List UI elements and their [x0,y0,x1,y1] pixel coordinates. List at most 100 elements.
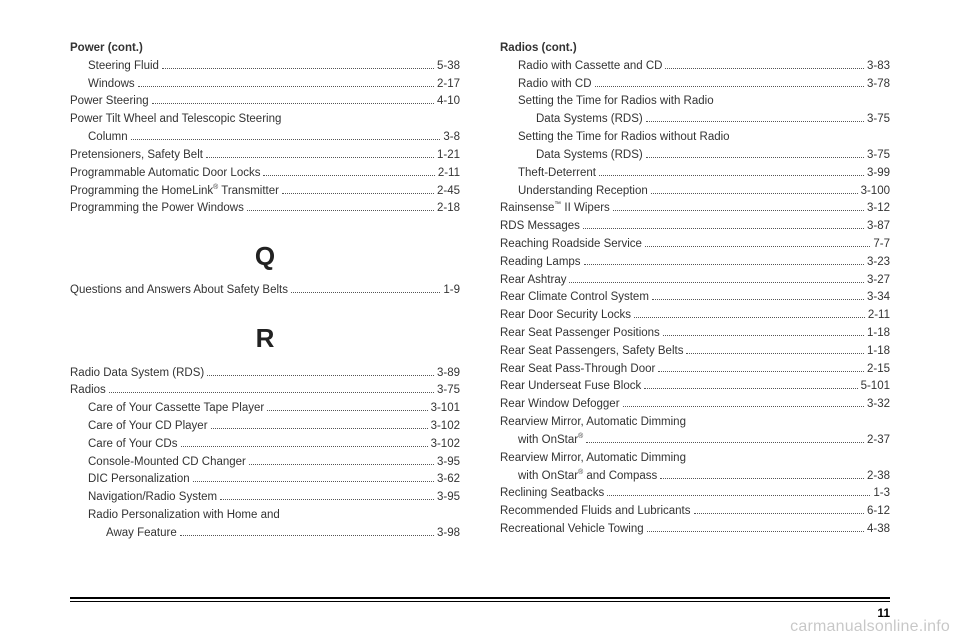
leader-dots [644,388,857,389]
entry-page: 4-38 [867,521,890,539]
entry-page: 3-75 [867,111,890,129]
entry-page: 3-87 [867,218,890,236]
two-column-layout: Power (cont.)Steering Fluid5-38Windows2-… [70,40,890,587]
index-entry: Data Systems (RDS)3-75 [500,111,890,129]
leader-dots [584,264,864,265]
index-entry: with OnStar®2-37 [500,432,890,450]
leader-dots [599,175,864,176]
entry-label: Setting the Time for Radios with Radio [518,93,714,111]
index-entry: Radios (cont.) [500,40,890,58]
index-entry: Rear Underseat Fuse Block5-101 [500,378,890,396]
entry-page: 3-12 [867,200,890,218]
leader-dots [613,210,864,211]
entry-label: Radios [70,382,106,400]
entry-page: 3-89 [437,365,460,383]
leader-dots [665,68,864,69]
entry-label: Recommended Fluids and Lubricants [500,503,691,521]
leader-dots [138,86,434,87]
index-entry: Theft-Deterrent 3-99 [500,165,890,183]
leader-dots [207,375,434,376]
index-entry: Rear Ashtray3-27 [500,272,890,290]
entry-label: Windows [88,76,135,94]
leader-dots [645,246,870,247]
index-entry: Radios 3-75 [70,382,460,400]
entry-page: 2-38 [867,468,890,486]
leader-dots [263,175,434,176]
right-column: Radios (cont.)Radio with Cassette and CD… [500,40,890,587]
entry-page: 3-99 [867,165,890,183]
leader-dots [652,299,864,300]
entry-page: 1-18 [867,325,890,343]
entry-label: Rainsense™ II Wipers [500,200,610,218]
leader-dots [686,353,864,354]
index-entry: Console-Mounted CD Changer3-95 [70,454,460,472]
leader-dots [181,446,428,447]
index-entry: Understanding Reception3-100 [500,183,890,201]
entry-page: 3-23 [867,254,890,272]
watermark-text: carmanualsonline.info [790,618,950,636]
entry-label: Programmable Automatic Door Locks [70,165,260,183]
index-entry: Care of Your CD Player3-102 [70,418,460,436]
entry-page: 7-7 [873,236,890,254]
entry-page: 3-34 [867,289,890,307]
leader-dots [634,317,865,318]
entry-page: 1-18 [867,343,890,361]
leader-dots [646,157,864,158]
entry-label: Pretensioners, Safety Belt [70,147,203,165]
leader-dots [607,495,870,496]
entry-label: Reaching Roadside Service [500,236,642,254]
entry-page: 1-9 [443,282,460,300]
entry-label: with OnStar® [518,432,583,450]
entry-label: Care of Your Cassette Tape Player [88,400,264,418]
entry-label: Care of Your CDs [88,436,178,454]
entry-page: 3-102 [431,436,460,454]
index-entry: Column3-8 [70,129,460,147]
entry-label: Away Feature [106,525,177,543]
entry-label: Radio Personalization with Home and [88,507,280,525]
entry-page: 2-11 [868,307,890,325]
leader-dots [660,478,864,479]
index-entry: Programmable Automatic Door Locks2-11 [70,165,460,183]
index-entry: Rear Door Security Locks 2-11 [500,307,890,325]
section-letter: Q [70,236,460,276]
entry-label: Programming the HomeLink® Transmitter [70,183,279,201]
index-entry: Rear Seat Passengers, Safety Belts1-18 [500,343,890,361]
entry-label: Theft-Deterrent [518,165,596,183]
entry-page: 3-83 [867,58,890,76]
leader-dots [291,292,440,293]
entry-label: Reclining Seatbacks [500,485,604,503]
entry-label: Rear Seat Passenger Positions [500,325,660,343]
entry-page: 6-12 [867,503,890,521]
entry-page: 3-75 [437,382,460,400]
entry-page: 3-95 [437,454,460,472]
entry-label: Power Tilt Wheel and Telescopic Steering [70,111,281,129]
index-entry: Care of Your Cassette Tape Player 3-101 [70,400,460,418]
entry-label: Understanding Reception [518,183,648,201]
entry-page: 2-45 [437,183,460,201]
entry-label: Questions and Answers About Safety Belts [70,282,288,300]
index-entry: Setting the Time for Radios with Radio [500,93,890,111]
entry-page: 3-27 [867,272,890,290]
entry-page: 3-32 [867,396,890,414]
entry-label: Programming the Power Windows [70,200,244,218]
index-entry: Radio with CD3-78 [500,76,890,94]
entry-label: Setting the Time for Radios without Radi… [518,129,730,147]
entry-label: Rearview Mirror, Automatic Dimming [500,450,686,468]
entry-label: Care of Your CD Player [88,418,208,436]
leader-dots [180,535,434,536]
entry-page: 4-10 [437,93,460,111]
entry-label: Rear Door Security Locks [500,307,631,325]
index-entry: Recommended Fluids and Lubricants 6-12 [500,503,890,521]
entry-page: 3-8 [443,129,460,147]
entry-page: 3-95 [437,489,460,507]
entry-label: Rear Window Defogger [500,396,620,414]
index-entry: Rear Seat Passenger Positions 1-18 [500,325,890,343]
leader-dots [206,157,434,158]
footer-rule-thick [70,597,890,599]
leader-dots [193,481,434,482]
index-entry: Programming the HomeLink® Transmitter 2-4… [70,183,460,201]
entry-page: 3-101 [431,400,460,418]
index-entry: Reclining Seatbacks1-3 [500,485,890,503]
leader-dots [569,282,863,283]
index-entry: Reading Lamps3-23 [500,254,890,272]
